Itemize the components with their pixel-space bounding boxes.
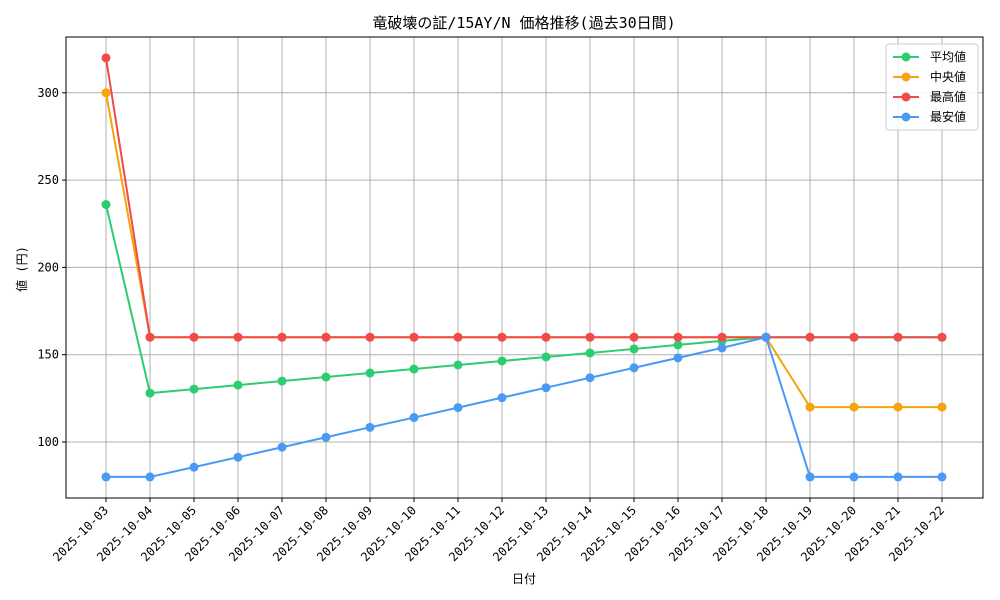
x-axis-label: 日付 [512, 572, 536, 586]
y-tick-label: 200 [37, 260, 59, 274]
legend-label: 平均値 [930, 49, 966, 64]
data-point [189, 332, 199, 342]
data-point [453, 360, 463, 370]
series-2 [101, 53, 947, 342]
data-point [453, 332, 463, 342]
data-point [893, 402, 903, 412]
legend-item: 平均値 [893, 49, 966, 64]
data-point [321, 432, 331, 442]
data-point [893, 332, 903, 342]
data-point [893, 472, 903, 482]
data-point [585, 348, 595, 358]
legend-label: 最安値 [930, 109, 966, 124]
data-point [849, 332, 859, 342]
series-layer [101, 53, 947, 482]
data-point [233, 452, 243, 462]
y-tick-label: 250 [37, 173, 59, 187]
series-0 [101, 200, 947, 398]
data-point [673, 353, 683, 363]
series-line [105, 57, 942, 339]
data-point [629, 332, 639, 342]
series-line [105, 204, 942, 395]
legend-item: 中央値 [893, 69, 966, 84]
y-axis-label: 値 (円) [14, 246, 29, 292]
series-1 [101, 88, 947, 412]
data-point [805, 402, 815, 412]
data-point [541, 383, 551, 393]
data-point [849, 402, 859, 412]
data-point [321, 372, 331, 382]
data-point [937, 402, 947, 412]
series-line [106, 336, 942, 478]
y-tick-label: 150 [37, 348, 59, 362]
data-point [673, 340, 683, 350]
data-point [145, 472, 155, 482]
data-point [233, 380, 243, 390]
data-point [101, 200, 111, 210]
data-point [189, 462, 199, 472]
data-point [629, 363, 639, 373]
legend-swatch-marker [901, 72, 911, 82]
y-tick-label: 300 [37, 86, 59, 100]
plot-frame [65, 36, 984, 499]
data-point [937, 332, 947, 342]
grid-layer [66, 37, 983, 498]
chart-title: 竜破壊の証/15AY/N 価格推移(過去30日間) [372, 14, 675, 32]
data-point [189, 384, 199, 394]
data-point [321, 332, 331, 342]
data-point [277, 376, 287, 386]
data-point [365, 332, 375, 342]
data-point [365, 422, 375, 432]
legend-swatch-marker [901, 92, 911, 102]
data-point [277, 332, 287, 342]
legend-swatch-marker [901, 52, 911, 62]
legend-label: 最高値 [930, 89, 966, 104]
data-point [145, 332, 155, 342]
data-point [145, 388, 155, 398]
data-point [805, 332, 815, 342]
y-ticks: 100 150 200 250 300 [37, 86, 66, 449]
legend-swatch-marker [901, 112, 911, 122]
data-point [717, 343, 727, 353]
data-point [277, 442, 287, 452]
data-point [497, 393, 507, 403]
data-point [761, 332, 771, 342]
data-point [409, 364, 419, 374]
data-point [409, 332, 419, 342]
data-point [101, 88, 111, 98]
data-point [673, 332, 683, 342]
series-3 [101, 332, 947, 482]
data-point [497, 356, 507, 366]
data-point [541, 332, 551, 342]
data-point [409, 413, 419, 423]
legend-item: 最安値 [893, 109, 966, 124]
data-point [497, 332, 507, 342]
data-point [937, 472, 947, 482]
data-point [629, 344, 639, 354]
data-point [233, 332, 243, 342]
data-point [717, 332, 727, 342]
y-tick-label: 100 [37, 435, 59, 449]
x-ticks: 2025-10-032025-10-042025-10-052025-10-06… [50, 498, 947, 564]
data-point [541, 352, 551, 362]
legend-box [885, 43, 979, 131]
data-point [365, 368, 375, 378]
data-point [585, 332, 595, 342]
data-point [453, 403, 463, 413]
data-point [849, 472, 859, 482]
legend-label: 中央値 [930, 69, 966, 84]
data-point [101, 472, 111, 482]
data-point [585, 373, 595, 383]
legend-item: 最高値 [893, 89, 966, 104]
data-point [805, 472, 815, 482]
data-point [101, 53, 111, 63]
